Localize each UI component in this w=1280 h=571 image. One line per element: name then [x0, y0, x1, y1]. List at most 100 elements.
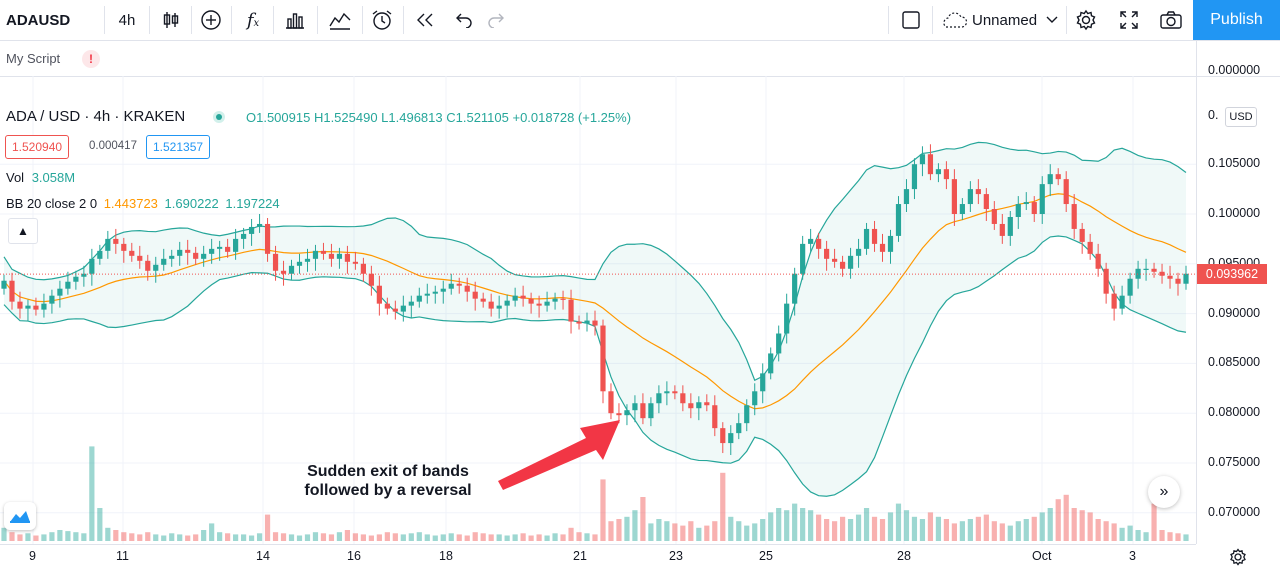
- fullscreen-chart-button[interactable]: [896, 0, 926, 40]
- layout-menu[interactable]: Unnamed: [940, 0, 1059, 40]
- candle-body: [648, 403, 654, 419]
- symbol-search[interactable]: ADAUSD: [6, 0, 70, 40]
- candle-body: [552, 298, 558, 302]
- alert-button[interactable]: [368, 0, 396, 40]
- interval-button[interactable]: 4h: [110, 0, 144, 40]
- volume-bar: [177, 534, 183, 541]
- volume-bar: [1151, 503, 1157, 541]
- chart-annotation[interactable]: Sudden exit of bands followed by a rever…: [278, 462, 498, 500]
- volume-bar: [744, 525, 750, 541]
- candle-body: [233, 238, 239, 252]
- volume-bar: [97, 508, 103, 541]
- strategy-button[interactable]: [325, 0, 355, 40]
- gear-icon: [1230, 548, 1246, 566]
- toolbar-divider: [231, 6, 232, 34]
- snapshot-button[interactable]: [1156, 0, 1186, 40]
- price-chart[interactable]: [0, 0, 1196, 544]
- candle-body: [1007, 216, 1013, 236]
- alarm-icon: [372, 10, 392, 30]
- templates-button[interactable]: [280, 0, 310, 40]
- bar-chart-icon: [286, 13, 304, 29]
- scroll-to-realtime-button[interactable]: »: [1148, 476, 1180, 508]
- compare-button[interactable]: [196, 0, 226, 40]
- sell-button[interactable]: 1.520940: [5, 135, 70, 159]
- tradingview-logo-icon[interactable]: [4, 502, 36, 530]
- warning-icon[interactable]: !: [82, 50, 100, 68]
- candle-body: [304, 258, 311, 262]
- volume-bar: [1007, 525, 1013, 541]
- volume-bar: [552, 533, 558, 541]
- candle-body: [81, 273, 87, 277]
- candle-body: [752, 391, 758, 406]
- candle-body: [137, 255, 143, 261]
- candle-body: [935, 169, 942, 175]
- volume-bar: [49, 532, 55, 541]
- publish-button[interactable]: Publish: [1193, 0, 1280, 40]
- candle-body: [1143, 268, 1149, 270]
- bollinger-legend[interactable]: BB 20 close 2 0 1.443723 1.690222 1.1972…: [6, 196, 280, 211]
- chevron-up-icon: ▲: [17, 224, 29, 238]
- time-axis-label: 25: [759, 549, 773, 563]
- volume-bar: [688, 521, 694, 541]
- candle-body: [1167, 275, 1173, 279]
- candle-body: [831, 258, 838, 262]
- price-axis-label: 0.070000: [1208, 504, 1261, 519]
- volume-bar: [225, 533, 231, 541]
- volume-bar: [1087, 512, 1093, 541]
- camera-icon: [1160, 11, 1182, 29]
- volume-bar: [169, 533, 175, 541]
- axis-settings-button[interactable]: [1229, 548, 1247, 571]
- candle-body: [57, 288, 63, 296]
- currency-badge[interactable]: USD: [1225, 107, 1257, 127]
- volume-bar: [1079, 510, 1085, 541]
- volume-bar: [831, 521, 838, 541]
- candle-body: [919, 154, 926, 165]
- maximize-button[interactable]: [1114, 0, 1144, 40]
- price-axis-label: 0.100000: [1208, 206, 1261, 220]
- candle-body: [1127, 278, 1133, 296]
- candle-body: [272, 253, 279, 271]
- redo-button[interactable]: [482, 0, 510, 40]
- volume-bar: [1039, 512, 1045, 541]
- toolbar-divider: [104, 6, 105, 34]
- candle-body: [89, 258, 95, 274]
- volume-bar: [312, 532, 319, 541]
- toolbar-divider: [1066, 6, 1067, 34]
- volume-bar: [1127, 525, 1133, 541]
- volume-legend[interactable]: Vol 3.058M: [6, 170, 75, 185]
- script-axis-label: 0.000000: [1208, 63, 1261, 77]
- volume-bar: [816, 514, 822, 541]
- volume-bar: [616, 519, 622, 541]
- settings-button[interactable]: [1071, 0, 1101, 40]
- candle-body: [927, 154, 934, 175]
- volume-bar: [704, 525, 710, 541]
- undo-button[interactable]: [450, 0, 478, 40]
- collapse-legend-button[interactable]: ▲: [8, 218, 38, 244]
- volume-bar: [272, 532, 279, 541]
- buy-button[interactable]: 1.521357: [146, 135, 211, 159]
- candle-body: [97, 250, 103, 259]
- candle-body: [863, 228, 870, 249]
- volume-bar: [863, 508, 870, 541]
- volume-bar: [911, 516, 918, 541]
- volume-bar: [959, 521, 965, 541]
- volume-bar: [153, 534, 159, 541]
- replay-button[interactable]: [410, 0, 440, 40]
- candle-body: [776, 333, 782, 354]
- volume-bar: [784, 510, 790, 541]
- volume-bar: [592, 534, 598, 541]
- symbol-legend[interactable]: ADA / USD · 4h · KRAKEN: [6, 108, 185, 125]
- chart-type-button[interactable]: [156, 0, 186, 40]
- volume-bar: [280, 533, 287, 541]
- candle-body: [512, 295, 518, 301]
- volume-bar: [991, 521, 997, 541]
- volume-bar: [1175, 533, 1181, 541]
- script-name: My Script: [6, 51, 61, 66]
- candle-body: [632, 403, 638, 411]
- candle-body: [1119, 295, 1125, 309]
- indicators-button[interactable]: fx: [238, 0, 268, 40]
- candle-body: [1047, 174, 1053, 185]
- time-axis[interactable]: [0, 544, 1196, 571]
- candle-body: [201, 253, 207, 259]
- time-axis-label: 23: [669, 549, 683, 563]
